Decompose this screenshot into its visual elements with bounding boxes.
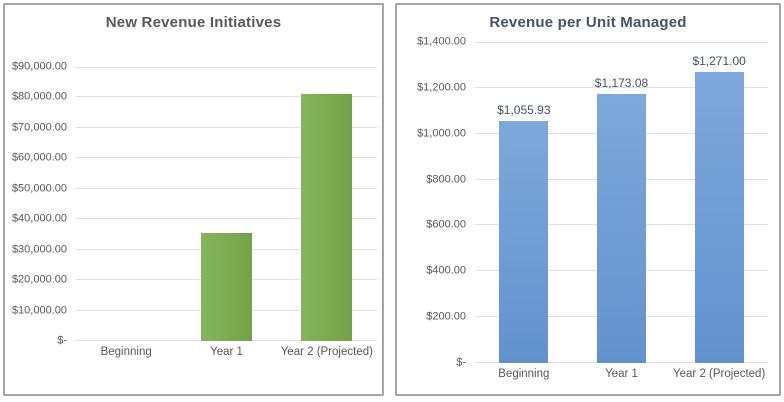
gridline bbox=[76, 126, 377, 128]
y-axis-tick-label: $10,000.00 bbox=[11, 304, 67, 317]
y-axis-tick-label: $600.00 bbox=[426, 218, 466, 231]
bar-data-label: $1,271.00 bbox=[692, 53, 746, 68]
y-axis-tick-label: $30,000.00 bbox=[11, 243, 67, 256]
chart-revenue-per-unit-managed[interactable]: Revenue per Unit Managed $- $200.00 $400.0… bbox=[395, 3, 781, 396]
gridline bbox=[475, 86, 768, 88]
gridline bbox=[475, 42, 768, 43]
gridline bbox=[76, 67, 377, 68]
x-axis-category-label: Beginning bbox=[498, 368, 550, 380]
y-axis-tick-label: $- bbox=[456, 356, 466, 369]
gridline bbox=[76, 187, 377, 189]
y-axis-tick-label: $80,000.00 bbox=[11, 90, 67, 103]
bar[interactable] bbox=[301, 94, 353, 341]
y-axis-tick-label: $- bbox=[57, 334, 67, 347]
x-axis-category-label: Year 2 (Projected) bbox=[280, 346, 373, 358]
bar[interactable] bbox=[201, 232, 252, 341]
y-axis-tick-label: $1,400.00 bbox=[417, 35, 466, 48]
x-axis-category-label: Year 1 bbox=[605, 368, 638, 380]
plot-area: $- $200.00 $400.00 $600.00 $800.00 $1,000.00 $… bbox=[417, 36, 768, 380]
y-axis-tick-label: $200.00 bbox=[426, 310, 466, 323]
x-axis-category-label: Year 1 bbox=[210, 346, 243, 358]
chart-title: Revenue per Unit Managed bbox=[489, 14, 687, 31]
bar[interactable] bbox=[597, 94, 646, 363]
y-axis-tick-label: $1,200.00 bbox=[417, 81, 466, 94]
bar[interactable] bbox=[694, 71, 744, 363]
x-axis-category-label: Beginning bbox=[100, 346, 152, 358]
x-axis-category-label: Year 2 (Projected) bbox=[673, 368, 766, 380]
y-axis-tick-label: $50,000.00 bbox=[11, 182, 67, 195]
gridline bbox=[76, 96, 377, 98]
bar-data-label: $1,173.08 bbox=[594, 76, 649, 91]
plot-area: $- $10,000.00 $20,000.00 $30,000.00 $40,000.… bbox=[12, 61, 377, 358]
y-axis-tick-label: $400.00 bbox=[426, 264, 466, 277]
chart-title: New Revenue Initiatives bbox=[105, 14, 282, 31]
y-axis-tick-label: $20,000.00 bbox=[11, 273, 67, 286]
y-axis-tick-label: $40,000.00 bbox=[11, 212, 67, 225]
chart-new-revenue-initiatives[interactable]: New Revenue Initiatives $- $10,000.00 $20,… bbox=[3, 3, 384, 396]
bar-data-label: $1,055.93 bbox=[497, 102, 551, 117]
bar[interactable] bbox=[499, 120, 549, 363]
y-axis-tick-label: $90,000.00 bbox=[11, 60, 67, 73]
y-axis-tick-label: $1,000.00 bbox=[417, 127, 466, 140]
gridline bbox=[76, 157, 377, 159]
y-axis-tick-label: $800.00 bbox=[426, 173, 466, 186]
y-axis-tick-label: $60,000.00 bbox=[11, 151, 67, 164]
gridline bbox=[76, 218, 377, 220]
y-axis-tick-label: $70,000.00 bbox=[11, 121, 67, 134]
